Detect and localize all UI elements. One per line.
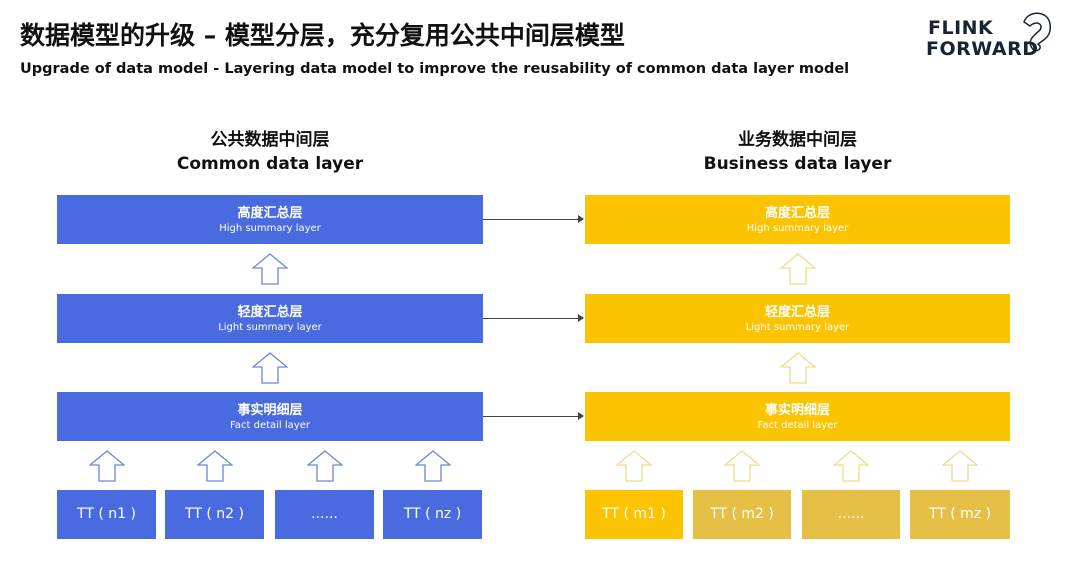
up-arrow-icon [779,352,816,384]
logo-line-2: FORWARD [926,38,1039,60]
right-source-box: TT ( mz ) [910,490,1010,539]
layer-label-cn: 轻度汇总层 [764,305,830,320]
layer-label-cn: 事实明细层 [237,403,303,418]
up-arrow-icon [414,450,451,482]
layer-label-en: Fact detail layer [757,420,838,431]
left-layer-box: 高度汇总层 High summary layer [57,195,483,244]
up-arrow-icon [196,450,233,482]
arrowhead-icon [578,412,584,420]
right-source-box: TT ( m2 ) [693,490,791,539]
right-title-en: Business data layer [703,154,892,174]
connector-line [483,416,583,417]
connector-line [483,219,583,220]
arrowhead-icon [578,215,584,223]
up-arrow-icon [252,253,288,285]
page-subtitle: Upgrade of data model - Layering data mo… [20,61,850,77]
layer-label-en: Fact detail layer [230,420,310,431]
left-source-box: TT ( n1 ) [57,490,156,539]
up-arrow-icon [306,450,343,482]
left-layer-box: 事实明细层 Fact detail layer [57,392,483,441]
layer-label-en: High summary layer [746,223,849,234]
up-arrow-icon [252,352,288,384]
layer-label-cn: 高度汇总层 [764,206,830,221]
right-source-box: ...... [802,490,900,539]
right-title-cn: 业务数据中间层 [738,130,857,150]
up-arrow-icon [779,253,816,285]
layer-label-en: High summary layer [219,223,321,234]
left-source-box: TT ( nz ) [383,490,482,539]
up-arrow-icon [833,450,869,482]
right-layer-box: 高度汇总层 High summary layer [585,195,1010,244]
right-layer-box: 轻度汇总层 Light summary layer [585,294,1010,343]
up-arrow-icon [942,450,978,482]
layer-label-en: Light summary layer [218,322,322,333]
page-title: 数据模型的升级 – 模型分层，充分复用公共中间层模型 [20,21,625,50]
up-arrow-icon [616,450,652,482]
layer-label-cn: 事实明细层 [764,403,830,418]
right-layer-box: 事实明细层 Fact detail layer [585,392,1010,441]
layer-label-cn: 高度汇总层 [237,206,303,221]
left-column-header: 公共数据中间层 Common data layer [57,128,483,176]
flink-forward-logo: FLINK FORWARD [926,12,1052,60]
left-title-en: Common data layer [176,154,364,174]
left-source-box: ...... [275,490,374,539]
right-source-box: TT ( m1 ) [585,490,683,539]
up-arrow-icon [724,450,760,482]
layer-label-en: Light summary layer [745,322,850,333]
squirrel-icon [1023,12,1052,52]
left-source-box: TT ( n2 ) [165,490,264,539]
logo-line-1: FLINK [928,17,994,39]
up-arrow-icon [88,450,125,482]
connector-line [483,318,583,319]
arrowhead-icon [578,314,584,322]
layer-label-cn: 轻度汇总层 [237,305,303,320]
left-title-cn: 公共数据中间层 [210,130,330,150]
left-layer-box: 轻度汇总层 Light summary layer [57,294,483,343]
right-column-header: 业务数据中间层 Business data layer [585,128,1010,176]
